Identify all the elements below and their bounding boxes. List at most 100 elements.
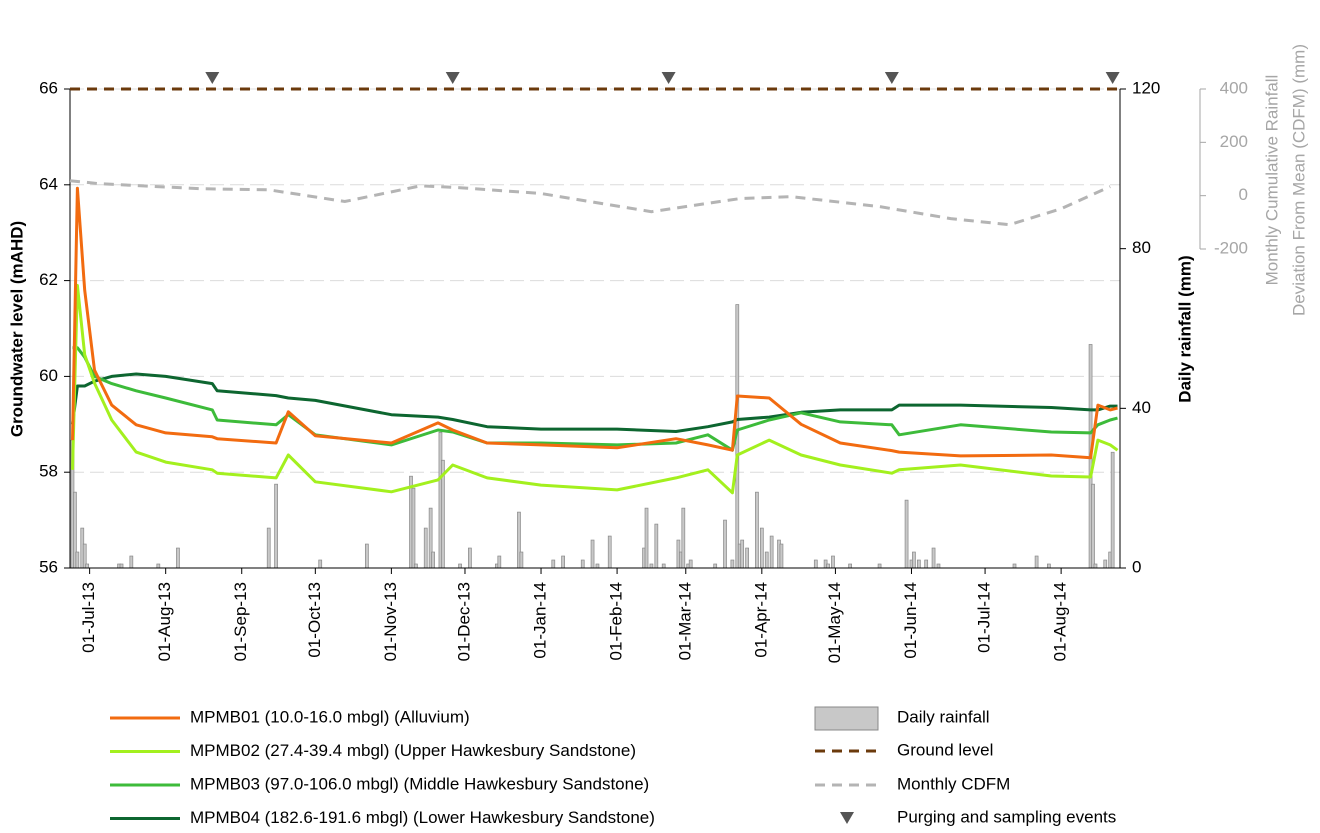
groundwater-line <box>71 283 1119 495</box>
rainfall-bar <box>414 563 418 569</box>
rainfall-bar <box>318 559 323 569</box>
rainfall-bar <box>877 563 882 569</box>
rainfall-bar <box>580 559 585 569</box>
x-tick-label: 01-Feb-14 <box>607 582 626 660</box>
rainfall-bar <box>1047 563 1051 569</box>
legend-swatch <box>840 812 854 824</box>
rainfall-bar <box>661 563 666 569</box>
x-tick-label: 01-Nov-13 <box>381 582 400 661</box>
rainfall-bar <box>654 523 659 569</box>
rainfall-bar <box>266 527 271 569</box>
x-tick-label: 01-Dec-13 <box>454 582 473 661</box>
rainfall-bar <box>595 563 600 569</box>
rainfall-bar <box>607 535 612 569</box>
legend-label: Purging and sampling events <box>897 807 1116 826</box>
y-tick-label: 58 <box>39 462 58 481</box>
rainfall-bar <box>497 555 502 569</box>
legend-label: Ground level <box>897 740 993 759</box>
rainfall-bar <box>681 507 686 569</box>
rainfall-bar <box>1012 563 1017 569</box>
y-tick-label: 56 <box>39 557 58 576</box>
rainfall-bar <box>813 559 818 569</box>
groundwater-line <box>72 346 1118 452</box>
groundwater-line <box>71 372 1118 433</box>
y2-tick-label: 120 <box>1132 78 1160 97</box>
rainfall-bar <box>826 563 830 569</box>
rainfall-bar <box>730 559 735 569</box>
sampling-event <box>884 72 899 84</box>
y3-tick-label: 0 <box>1239 185 1248 204</box>
rainfall-bar <box>431 551 435 569</box>
rainfall-bar <box>423 527 428 569</box>
rainfall-bar <box>590 539 595 569</box>
rainfall-bar <box>912 551 916 569</box>
rainfall-bar <box>688 559 693 569</box>
rainfall-bar <box>745 547 749 569</box>
x-tick-label: 01-Mar-14 <box>675 582 694 660</box>
groundwater-line <box>71 186 1118 460</box>
sampling-event <box>445 72 460 84</box>
y-axis-title: Groundwater level (mAHD) <box>7 221 26 437</box>
rainfall-bar <box>458 563 462 569</box>
rainfall-bar <box>156 563 161 569</box>
rainfall-bar <box>769 535 774 569</box>
x-tick-label: 01-May-14 <box>825 582 844 663</box>
x-tick-label: 01-Apr-14 <box>751 582 770 658</box>
rainfall-bar <box>1091 483 1095 569</box>
y3-axis-title: Monthly Cumulative Rainfall <box>1262 75 1281 286</box>
rainfall-bar <box>85 563 90 569</box>
rainfall-bar <box>649 563 654 569</box>
rainfall-bar <box>1103 559 1108 569</box>
sampling-event <box>1105 72 1120 84</box>
rainfall-bar <box>740 539 745 569</box>
rainfall-bar <box>1034 555 1039 569</box>
sampling-event <box>661 72 676 84</box>
rainfall-bar <box>176 547 180 569</box>
legend-label: MPMB01 (10.0-16.0 mbgl) (Alluvium) <box>190 707 470 726</box>
x-tick-label: 01-Jul-13 <box>79 582 98 653</box>
y2-axis-title: Daily rainfall (mm) <box>1175 255 1194 402</box>
legend-label: MPMB03 (97.0-106.0 mbgl) (Middle Hawkesb… <box>190 774 649 793</box>
y-tick-label: 66 <box>39 78 58 97</box>
y-tick-label: 60 <box>39 366 58 385</box>
rainfall-bar <box>936 563 941 569</box>
cdfm-line <box>69 179 1111 227</box>
rainfall-bar <box>723 519 727 569</box>
legend-label: MPMB02 (27.4-39.4 mbgl) (Upper Hawkesbur… <box>190 741 636 760</box>
rainfall-bar <box>779 543 784 569</box>
rainfall-bar <box>1093 563 1098 569</box>
y2-tick-label: 80 <box>1132 238 1151 257</box>
rainfall-bar <box>75 551 80 569</box>
rainfall-bar <box>274 483 278 569</box>
rainfall-bar <box>713 563 718 569</box>
legend-label: MPMB04 (182.6-191.6 mbgl) (Lower Hawkesb… <box>190 808 655 827</box>
y-tick-label: 62 <box>39 270 58 289</box>
rainfall-bar <box>755 491 759 569</box>
rainfall-bar <box>931 547 936 569</box>
rainfall-bar <box>764 551 769 569</box>
x-tick-label: 01-Oct-13 <box>305 582 324 658</box>
rainfall-bar <box>831 555 835 569</box>
rainfall-bar <box>519 551 524 569</box>
y2-tick-label: 0 <box>1132 557 1141 576</box>
x-tick-label: 01-Aug-14 <box>1051 582 1070 661</box>
x-tick-label: 01-Jun-14 <box>901 582 920 659</box>
rainfall-bar <box>129 555 134 569</box>
rainfall-bar <box>904 499 909 569</box>
rainfall-bar <box>848 563 852 569</box>
y3-tick-label: -200 <box>1214 238 1248 257</box>
sampling-event <box>205 72 220 84</box>
rainfall-bar <box>364 543 369 569</box>
rainfall-bar <box>411 487 416 569</box>
rainfall-bar <box>924 559 929 569</box>
y3-tick-label: 400 <box>1220 78 1248 97</box>
y3-axis-title: Deviation From Mean (CDFM) (mm) <box>1289 44 1308 316</box>
rainfall-bar <box>468 547 472 569</box>
rainfall-bar <box>759 527 764 569</box>
rainfall-bar <box>1110 451 1115 569</box>
x-tick-label: 01-Sep-13 <box>231 582 250 661</box>
legend-label: Monthly CDFM <box>897 774 1010 793</box>
rainfall-bar <box>644 507 649 569</box>
legend-swatch <box>814 706 879 731</box>
